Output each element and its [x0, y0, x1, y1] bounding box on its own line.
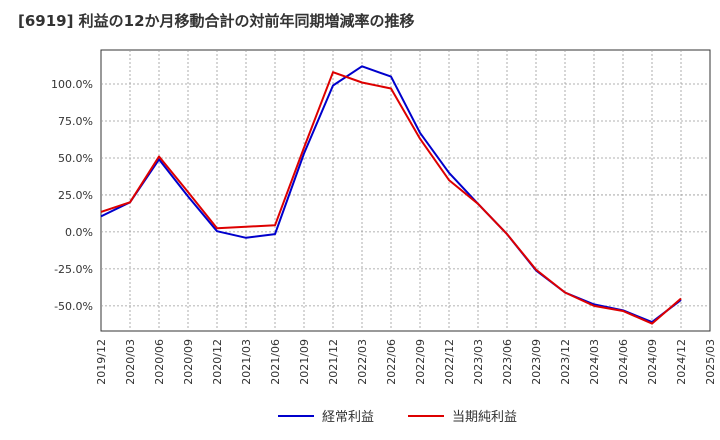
x-tick-label: 2023/09 — [530, 339, 543, 385]
y-tick-label: -50.0% — [54, 300, 93, 313]
x-tick-label: 2020/06 — [153, 339, 166, 385]
x-tick-label: 2020/12 — [211, 339, 224, 385]
x-tick-label: 2024/03 — [588, 339, 601, 385]
x-tick-label: 2021/12 — [327, 339, 340, 385]
x-tick-label: 2022/03 — [356, 339, 369, 385]
y-tick-label: 0.0% — [65, 226, 93, 239]
x-tick-label: 2024/12 — [675, 339, 688, 385]
x-tick-label: 2023/06 — [501, 339, 514, 385]
x-tick-label: 2022/12 — [443, 339, 456, 385]
series-line-2 — [100, 71, 682, 325]
x-tick-label: 2025/03 — [704, 339, 717, 385]
legend-label-2: 当期純利益 — [452, 410, 517, 425]
plot-area — [100, 49, 711, 332]
chart-title: [6919] 利益の12か月移動合計の対前年同期増減率の推移 — [18, 12, 415, 30]
y-tick-label: 25.0% — [58, 189, 93, 202]
x-tick-label: 2023/03 — [472, 339, 485, 385]
x-tick-label: 2020/03 — [124, 339, 137, 385]
y-tick-label: -25.0% — [54, 263, 93, 276]
x-tick-label: 2020/09 — [182, 339, 195, 385]
x-tick-label: 2022/06 — [385, 339, 398, 385]
y-tick-label: 50.0% — [58, 152, 93, 165]
x-tick-label: 2022/09 — [414, 339, 427, 385]
y-tick-label: 100.0% — [51, 78, 93, 91]
x-tick-label: 2021/03 — [240, 339, 253, 385]
x-tick-label: 2021/06 — [269, 339, 282, 385]
x-tick-label: 2024/09 — [646, 339, 659, 385]
x-tick-label: 2023/12 — [559, 339, 572, 385]
legend-label-1: 経常利益 — [322, 410, 374, 425]
x-tick-label: 2024/06 — [617, 339, 630, 385]
y-tick-label: 75.0% — [58, 115, 93, 128]
x-tick-label: 2021/09 — [298, 339, 311, 385]
x-tick-label: 2019/12 — [95, 339, 108, 385]
